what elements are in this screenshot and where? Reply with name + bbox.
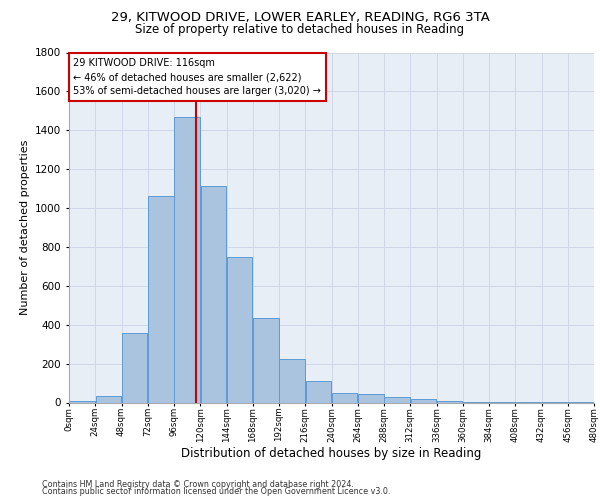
Bar <box>175 116 200 403</box>
Bar <box>122 334 148 402</box>
Y-axis label: Number of detached properties: Number of detached properties <box>20 140 29 315</box>
Bar <box>437 400 463 402</box>
Text: Contains public sector information licensed under the Open Government Licence v3: Contains public sector information licen… <box>42 488 391 496</box>
Text: Contains HM Land Registry data © Crown copyright and database right 2024.: Contains HM Land Registry data © Crown c… <box>42 480 354 489</box>
Bar <box>253 318 278 402</box>
Bar <box>332 393 358 402</box>
Bar <box>200 186 226 402</box>
Bar <box>280 359 305 403</box>
Bar <box>70 400 95 402</box>
Bar <box>385 396 410 402</box>
Text: 29 KITWOOD DRIVE: 116sqm
← 46% of detached houses are smaller (2,622)
53% of sem: 29 KITWOOD DRIVE: 116sqm ← 46% of detach… <box>73 58 321 96</box>
Bar <box>410 398 436 402</box>
Text: 29, KITWOOD DRIVE, LOWER EARLEY, READING, RG6 3TA: 29, KITWOOD DRIVE, LOWER EARLEY, READING… <box>110 11 490 24</box>
Bar <box>148 196 173 402</box>
Bar <box>227 256 253 402</box>
Bar <box>95 396 121 402</box>
Bar <box>358 394 383 402</box>
Bar <box>305 381 331 402</box>
X-axis label: Distribution of detached houses by size in Reading: Distribution of detached houses by size … <box>181 447 482 460</box>
Text: Size of property relative to detached houses in Reading: Size of property relative to detached ho… <box>136 23 464 36</box>
